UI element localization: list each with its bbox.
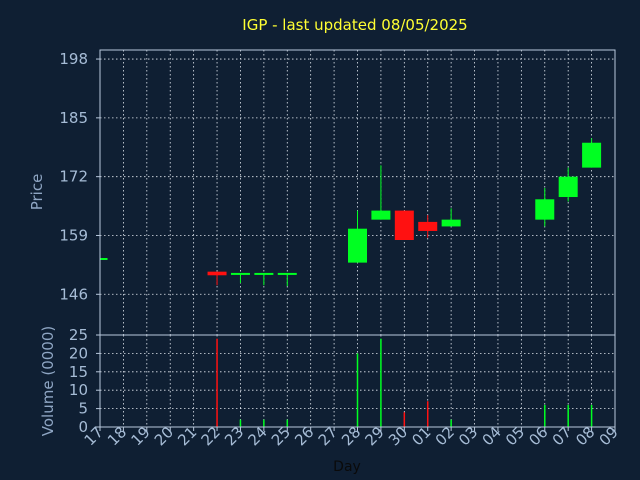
candle-body [418, 221, 438, 231]
candle-body [277, 272, 297, 275]
candle-body [371, 210, 391, 220]
candle-body [394, 210, 414, 240]
candle-body [535, 199, 555, 220]
volume-bar [590, 404, 593, 427]
chart-title: IGP - last updated 08/05/2025 [242, 16, 467, 34]
price-tick-label: 198 [59, 50, 88, 68]
price-tick-label: 172 [59, 168, 88, 186]
volume-bar [544, 404, 546, 427]
volume-bar [403, 412, 406, 427]
volume-tick-label: 10 [69, 381, 88, 399]
candle-body [100, 258, 108, 260]
volume-bar [380, 338, 382, 427]
volume-bar [567, 404, 569, 427]
candle-body [558, 176, 578, 198]
volume-bar [286, 419, 289, 427]
candle-body [441, 219, 461, 227]
volume-bar [263, 419, 265, 427]
volume-axis-label: Volume (0000) [39, 326, 57, 436]
volume-bar [426, 401, 429, 427]
volume-tick-label: 0 [78, 418, 88, 436]
volume-tick-label: 15 [69, 363, 88, 381]
price-frame [99, 49, 616, 336]
volume-bar [216, 338, 218, 427]
candle-body [254, 272, 274, 275]
candle-body [207, 271, 227, 276]
volume-bar [450, 419, 452, 427]
volume-bar [239, 419, 242, 427]
price-tick-label: 159 [59, 226, 88, 244]
volume-tick-label: 5 [78, 400, 88, 418]
price-panel: 146 159 172 185 198 [59, 49, 616, 336]
x-axis: 1718192021222324252627282930010203040506… [81, 423, 622, 449]
x-axis-label: Day [333, 459, 361, 475]
price-tick-label: 185 [59, 109, 88, 127]
volume-bar [356, 353, 359, 427]
candle-body [348, 228, 367, 263]
candle-body [582, 142, 602, 168]
volume-tick-label: 25 [69, 326, 88, 344]
candle-body [230, 272, 250, 275]
price-tick-label: 146 [59, 285, 88, 303]
volume-tick-label: 20 [69, 344, 88, 362]
price-axis-label: Price [28, 174, 46, 211]
